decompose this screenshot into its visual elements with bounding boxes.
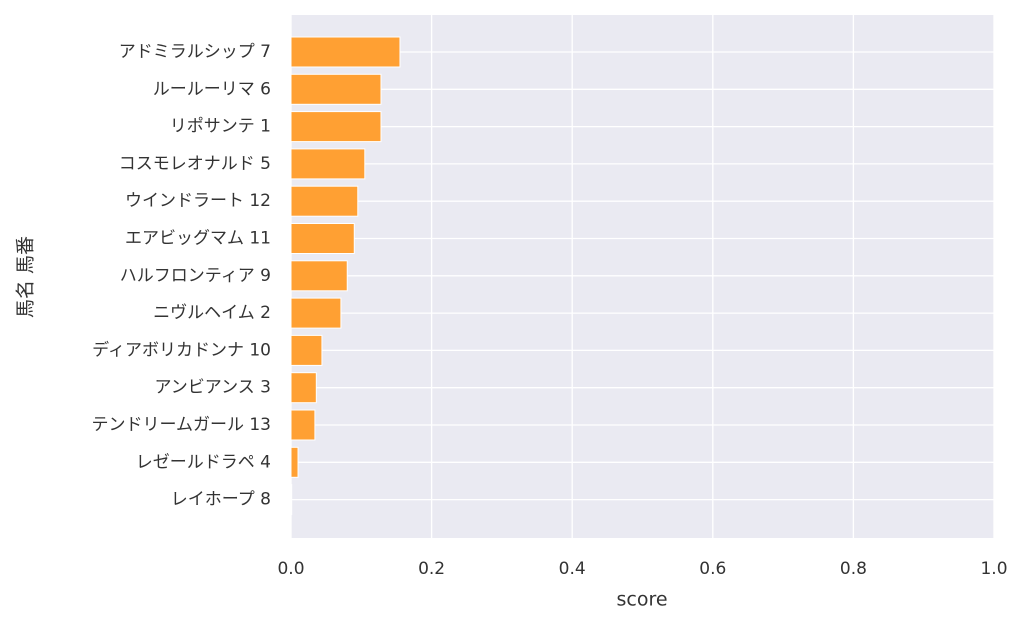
y-tick-label: テンドリームガール 13 bbox=[91, 415, 271, 435]
y-tick-label: ニヴルヘイム 2 bbox=[153, 303, 271, 323]
x-tick-label: 0.8 bbox=[840, 559, 867, 579]
y-tick-label: レイホープ 8 bbox=[171, 490, 271, 510]
x-tick-label: 0.0 bbox=[277, 559, 304, 579]
bar bbox=[290, 446, 299, 478]
bar bbox=[290, 148, 366, 180]
bar bbox=[290, 297, 342, 329]
y-tick-label: コスモレオナルド 5 bbox=[119, 154, 271, 174]
bar bbox=[290, 484, 293, 516]
y-tick-label: アドミラルシップ 7 bbox=[119, 42, 271, 62]
x-tick-label: 0.6 bbox=[699, 559, 726, 579]
y-axis-label: 馬名 馬番 bbox=[15, 236, 37, 318]
x-tick-label: 0.4 bbox=[559, 559, 586, 579]
y-tick-label: ディアボリカドンナ 10 bbox=[92, 339, 271, 360]
bar bbox=[290, 334, 323, 366]
y-tick-label: ハルフロンティア 9 bbox=[120, 266, 271, 286]
bar bbox=[290, 223, 355, 254]
y-tick-label: リポサンテ 1 bbox=[170, 117, 271, 137]
bar bbox=[290, 409, 316, 441]
y-tick-label: アンビアンス 3 bbox=[154, 378, 271, 398]
bar bbox=[290, 111, 382, 143]
y-tick-label: ウインドラート 12 bbox=[125, 191, 271, 211]
bar bbox=[290, 260, 348, 292]
x-tick-label: 0.2 bbox=[418, 559, 445, 579]
plot-area bbox=[291, 15, 994, 538]
x-axis-label: score bbox=[616, 589, 667, 611]
y-tick-label: レゼールドラペ 4 bbox=[136, 452, 271, 472]
y-tick-label: エアビッグマム 11 bbox=[125, 229, 271, 249]
bar bbox=[290, 372, 317, 404]
y-tick-label: ルールーリマ 6 bbox=[153, 79, 271, 99]
bar bbox=[290, 185, 359, 217]
bar bbox=[290, 36, 401, 68]
bar bbox=[290, 73, 382, 105]
x-tick-label: 1.0 bbox=[980, 559, 1007, 579]
